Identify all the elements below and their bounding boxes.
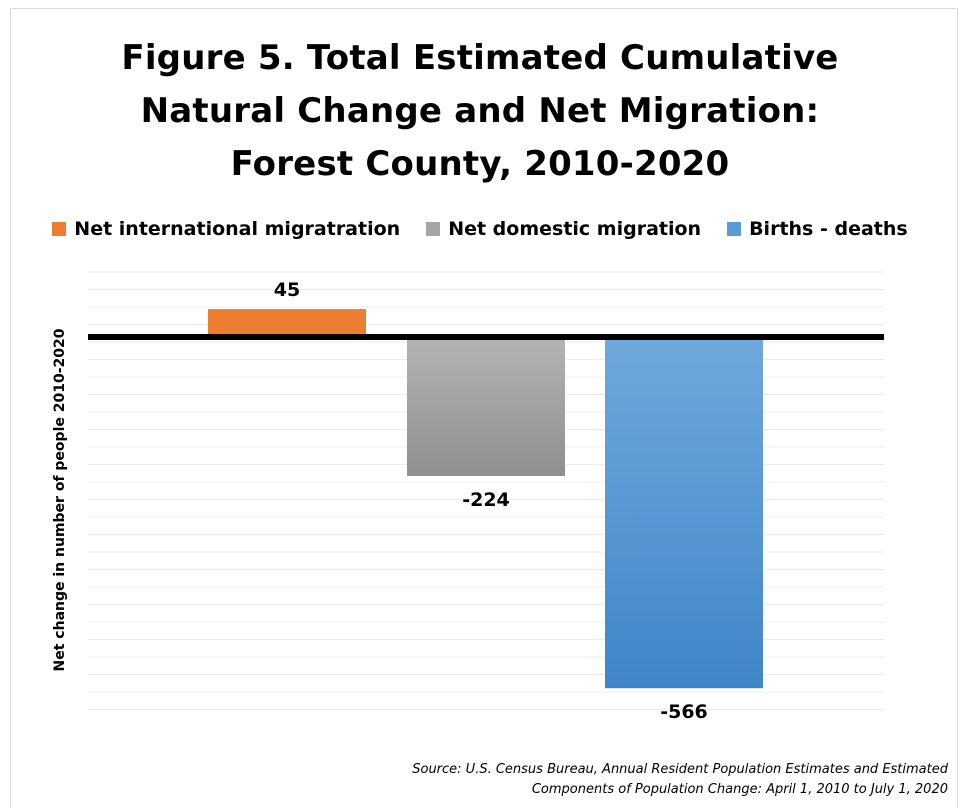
legend-item-births-deaths: Births - deaths — [727, 218, 908, 240]
chart-frame — [10, 8, 958, 808]
title-line-3: Forest County, 2010-2020 — [230, 144, 730, 184]
legend-item-domestic: Net domestic migration — [426, 218, 701, 240]
legend-swatch-births-deaths — [727, 222, 742, 236]
source-note: Source: U.S. Census Bureau, Annual Resid… — [248, 760, 948, 800]
data-label-3: -566 — [660, 701, 708, 723]
source-line-1: Source: U.S. Census Bureau, Annual Resid… — [412, 762, 948, 777]
y-axis-label: Net change in number of people 2010-2020 — [52, 328, 68, 672]
chart-title: Figure 5. Total Estimated Cumulative Nat… — [0, 32, 960, 191]
legend-label-births-deaths: Births - deaths — [749, 218, 908, 240]
legend-label-domestic: Net domestic migration — [448, 218, 702, 240]
title-line-2: Natural Change and Net Migration: — [140, 91, 820, 131]
bars — [208, 309, 763, 689]
source-line-2: Components of Population Change: April 1… — [531, 782, 948, 797]
title-line-1: Figure 5. Total Estimated Cumulative — [121, 38, 839, 78]
legend-swatch-international — [52, 222, 67, 236]
legend-item-international: Net international migratration — [52, 218, 400, 240]
data-labels: 45 -224 -566 — [274, 279, 708, 723]
legend-swatch-domestic — [426, 222, 441, 236]
bar-2 — [407, 337, 565, 476]
bar-1 — [208, 309, 366, 337]
legend: Net international migratration Net domes… — [0, 215, 960, 243]
legend-label-international: Net international migratration — [74, 218, 401, 240]
bar-3 — [605, 337, 763, 689]
data-label-1: 45 — [274, 279, 300, 301]
data-label-2: -224 — [462, 489, 510, 511]
